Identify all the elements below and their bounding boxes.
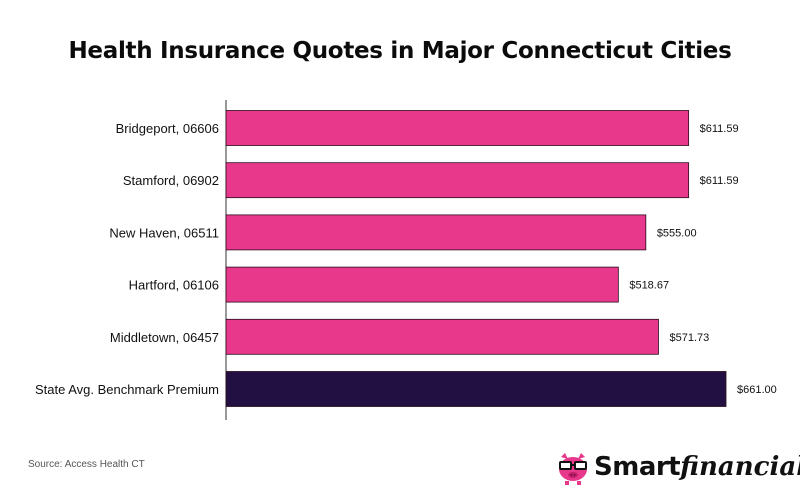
source-note: Source: Access Health CT — [28, 459, 145, 470]
value-label: $611.59 — [700, 175, 739, 187]
category-label: Hartford, 06106 — [129, 278, 219, 293]
category-label: State Avg. Benchmark Premium — [35, 382, 219, 397]
bar — [225, 214, 647, 251]
category-label: Bridgeport, 06606 — [116, 121, 219, 136]
bar — [225, 371, 727, 407]
category-label: Stamford, 06902 — [123, 173, 219, 188]
value-label: $611.59 — [700, 123, 739, 135]
category-label: New Haven, 06511 — [109, 225, 219, 240]
smartfinancial-logo: Smartfinancial — [556, 451, 800, 485]
bar — [225, 266, 619, 303]
bar — [225, 110, 690, 146]
category-label: Middletown, 06457 — [110, 330, 219, 345]
value-label: $555.00 — [657, 227, 697, 239]
bar — [225, 318, 659, 355]
logo-text-bold: Smart — [594, 452, 681, 482]
value-label: $571.73 — [669, 332, 709, 344]
logo-wordmark: Smartfinancial — [594, 452, 800, 482]
value-label: $661.00 — [737, 384, 777, 396]
chart-title: Health Insurance Quotes in Major Connect… — [68, 38, 732, 64]
bar — [225, 162, 690, 199]
logo-text-italic: financial — [680, 452, 800, 482]
value-label: $518.67 — [629, 280, 669, 292]
piggy-bank-with-glasses-icon — [559, 453, 587, 485]
